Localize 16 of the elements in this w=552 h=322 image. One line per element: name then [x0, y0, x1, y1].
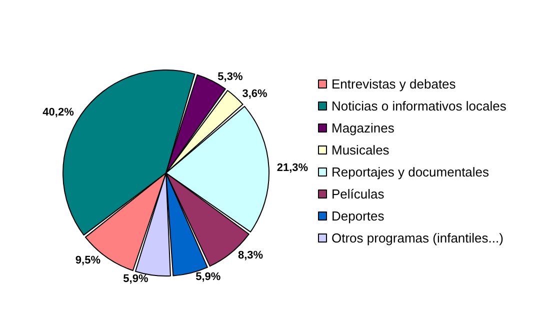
legend-label: Otros programas (infantiles...)	[332, 230, 504, 246]
data-label: 5,3%	[218, 71, 243, 84]
legend-label: Magazines	[332, 120, 395, 136]
legend-label: Reportajes y documentales	[332, 164, 490, 180]
data-label: 9,5%	[75, 254, 101, 267]
legend-label: Musicales	[332, 142, 390, 158]
data-label: 40,2%	[42, 106, 74, 118]
data-label: 8,3%	[238, 250, 264, 262]
legend-label: Noticias o informativos locales	[332, 98, 507, 114]
data-label: 5,9%	[196, 270, 221, 283]
data-label: 3,6%	[242, 88, 268, 100]
legend-label: Deportes	[332, 208, 385, 224]
legend-label: Películas	[332, 186, 385, 202]
data-label: 21,3%	[276, 162, 308, 174]
legend-label: Entrevistas y debates	[332, 76, 456, 92]
data-label: 5,9%	[123, 273, 148, 286]
